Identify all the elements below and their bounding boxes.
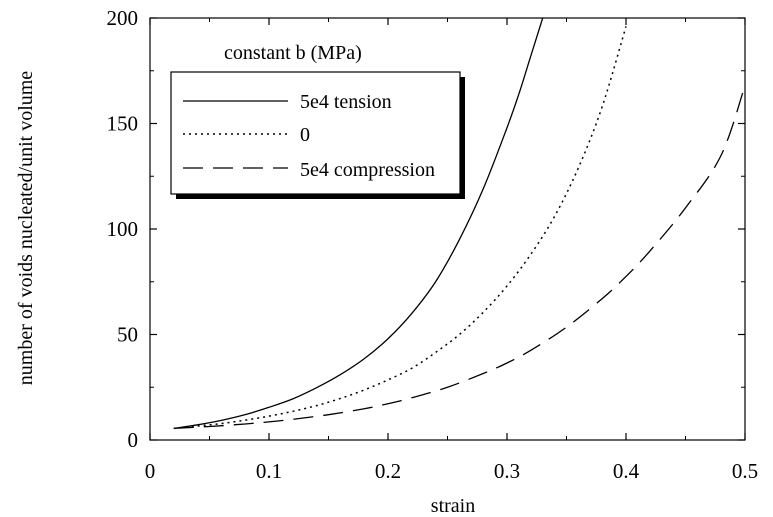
x-tick-label: 0.4 [613, 459, 640, 483]
x-tick-label: 0.2 [375, 459, 401, 483]
legend-title: constant b (MPa) [224, 42, 362, 64]
legend-label-tension: 5e4 tension [300, 91, 392, 113]
x-tick-label: 0 [145, 459, 156, 483]
y-tick-label: 200 [107, 6, 139, 30]
y-tick-label: 100 [107, 217, 139, 241]
y-tick-label: 0 [128, 428, 139, 452]
y-tick-label: 50 [117, 323, 138, 347]
x-tick-label: 0.5 [732, 459, 758, 483]
legend: constant b (MPa) 5e4 tension 0 5e4 compr… [170, 42, 465, 199]
x-tick-label: 0.3 [494, 459, 520, 483]
x-axis-label: strain [431, 495, 475, 517]
x-tick-label: 0.1 [256, 459, 282, 483]
legend-label-compression: 5e4 compression [300, 159, 435, 181]
y-axis-label: number of voids nucleated/unit volume [15, 71, 37, 385]
series-line-0 [173, 18, 544, 430]
legend-box [170, 71, 461, 195]
y-tick-label: 150 [107, 112, 139, 136]
series-line-2 [173, 85, 745, 430]
legend-label-zero: 0 [300, 124, 310, 146]
ticks-group: 0 0.1 0.2 0.3 0.4 0.5 0 50 100 150 200 [107, 6, 759, 483]
series-layer [173, 18, 745, 430]
